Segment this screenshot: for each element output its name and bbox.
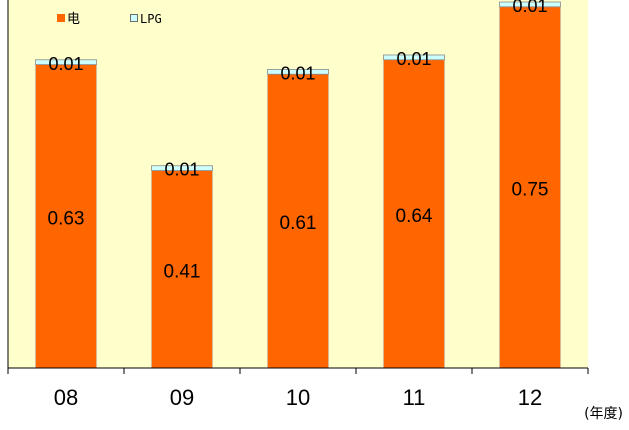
- bar-electricity-11: [383, 59, 445, 369]
- data-label-electricity-10: 0.61: [280, 213, 317, 234]
- x-tick-label-12: 12: [518, 385, 542, 410]
- bar-electricity-09: [151, 170, 213, 369]
- data-label-lpg-08: 0.01: [48, 54, 83, 74]
- x-tick-label-11: 11: [403, 385, 426, 410]
- data-label-lpg-11: 0.01: [396, 49, 431, 69]
- data-label-electricity-12: 0.75: [512, 179, 549, 200]
- legend-swatch-electricity: [57, 14, 65, 22]
- data-label-electricity-09: 0.41: [164, 261, 201, 282]
- bar-lpg-12: [499, 1, 561, 8]
- data-label-electricity-08: 0.63: [48, 208, 85, 229]
- bar-electricity-12: [499, 6, 561, 369]
- data-label-lpg-10: 0.01: [280, 63, 315, 83]
- legend: 电 LPG: [57, 12, 162, 27]
- legend-label-lpg: LPG: [140, 12, 162, 26]
- x-tick-label-10: 10: [286, 385, 310, 410]
- x-tick-label-08: 08: [54, 385, 78, 410]
- x-tick-labels: 08 09 10 11 12: [54, 385, 542, 410]
- bars-group: 0.63 0.01 0.41 0.01 0.61 0.01 0.64 0.01 0.75 0.01: [35, 0, 561, 369]
- data-label-lpg-12: 0.01: [512, 0, 547, 16]
- data-label-lpg-09: 0.01: [164, 160, 199, 180]
- legend-swatch-lpg: [130, 14, 138, 22]
- x-axis-label: (年度): [584, 406, 623, 422]
- bar-lpg-11: [383, 54, 445, 61]
- bar-lpg-09: [151, 165, 213, 171]
- bar-lpg-08: [35, 59, 97, 66]
- x-tick-label-09: 09: [170, 385, 194, 410]
- legend-label-electricity: 电: [67, 12, 80, 27]
- bar-lpg-10: [267, 69, 329, 75]
- bar-electricity-08: [35, 64, 97, 369]
- bar-electricity-10: [267, 73, 329, 369]
- axes-group: [7, 0, 589, 374]
- data-label-electricity-11: 0.64: [396, 206, 433, 227]
